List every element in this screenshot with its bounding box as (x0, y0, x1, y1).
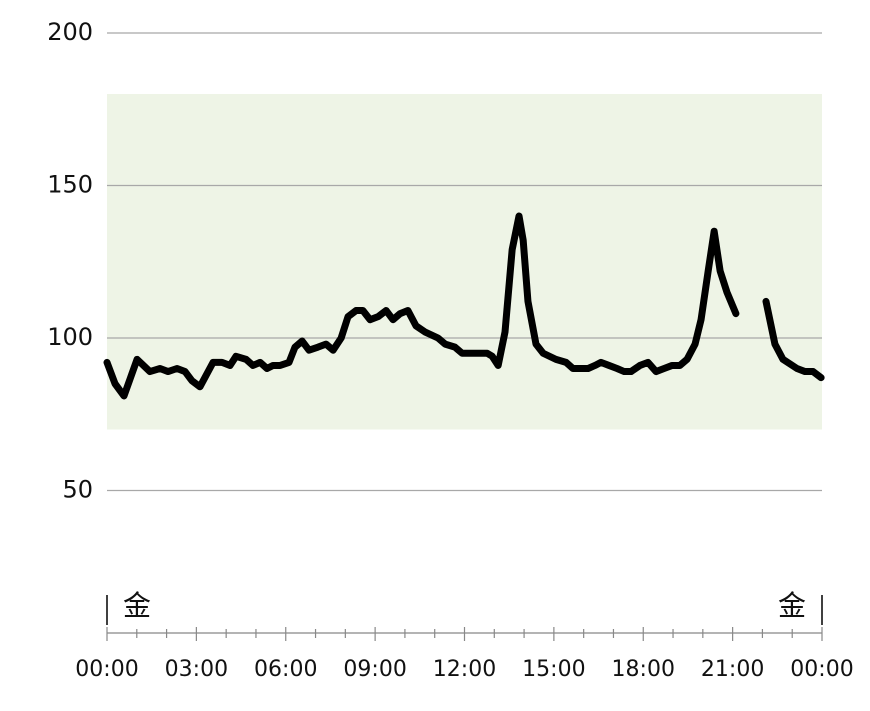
x-tick-label: 06:00 (254, 657, 317, 682)
y-tick-label: 150 (47, 171, 93, 199)
x-tick-label: 00:00 (790, 657, 853, 682)
x-tick-label: 12:00 (433, 657, 496, 682)
x-tick-label: 18:00 (612, 657, 675, 682)
y-tick-label: 50 (62, 476, 93, 504)
x-tick-label: 03:00 (165, 657, 228, 682)
day-label: 金 (778, 589, 806, 622)
y-tick-label: 200 (47, 18, 93, 46)
series-line (103, 212, 825, 400)
x-tick-label: 15:00 (522, 657, 585, 682)
x-tick-label: 00:00 (75, 657, 138, 682)
y-tick-label: 100 (47, 323, 93, 351)
target-band (107, 94, 822, 430)
x-tick-label: 21:00 (701, 657, 764, 682)
day-label: 金 (123, 589, 151, 622)
x-tick-label: 09:00 (343, 657, 406, 682)
